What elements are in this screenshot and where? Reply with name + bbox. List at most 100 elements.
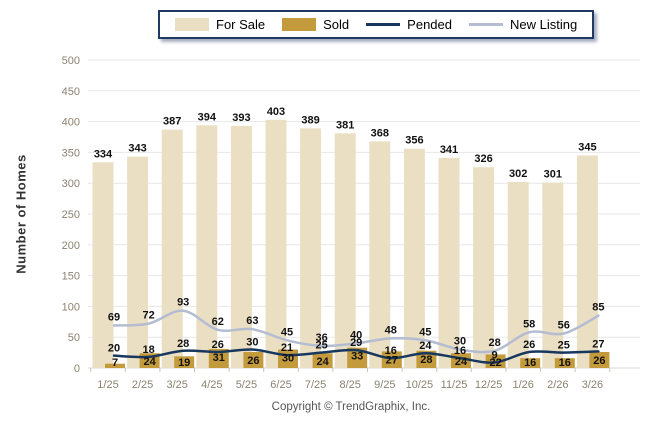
y-tick-label: 0 — [74, 363, 80, 375]
x-tick-label: 1/25 — [97, 379, 118, 391]
label-pended: 27 — [592, 338, 604, 350]
label-pended: 24 — [419, 340, 432, 352]
legend-label: New Listing — [510, 17, 578, 32]
label-sold: 19 — [178, 357, 190, 369]
label-for-sale: 403 — [267, 106, 285, 118]
bar-sold — [381, 351, 402, 368]
label-new-listing: 45 — [281, 326, 293, 338]
label-new-listing: 69 — [108, 311, 120, 323]
bar-sold — [520, 358, 541, 368]
label-new-listing: 36 — [315, 332, 327, 344]
bar-sold — [243, 351, 264, 368]
label-sold: 28 — [420, 354, 432, 366]
bar-sold — [554, 358, 575, 368]
label-for-sale: 343 — [128, 143, 146, 155]
legend-label: Sold — [323, 17, 350, 32]
bar-for-sale — [92, 162, 114, 368]
bar-for-sale — [403, 148, 425, 368]
label-pended: 25 — [315, 340, 327, 352]
line-new-listing — [112, 309, 600, 354]
legend-item-pended: Pended — [366, 17, 452, 32]
bar-sold — [312, 353, 333, 368]
label-sold: 22 — [489, 357, 501, 369]
label-pended: 26 — [523, 339, 535, 351]
x-tick-label: 6/25 — [270, 379, 291, 391]
label-new-listing: 85 — [592, 302, 604, 314]
y-tick-label: 250 — [62, 209, 80, 221]
legend-label: For Sale — [216, 17, 266, 32]
y-tick-label: 300 — [62, 178, 80, 190]
label-new-listing: 58 — [523, 318, 535, 330]
bar-for-sale — [230, 125, 252, 368]
x-tick-label: 1/26 — [512, 379, 533, 391]
label-for-sale: 301 — [544, 169, 562, 181]
bar-for-sale — [161, 129, 183, 368]
bar-for-sale — [334, 133, 356, 368]
label-for-sale: 326 — [474, 153, 492, 165]
bar-for-sale — [127, 156, 149, 368]
label-sold: 7 — [112, 357, 118, 369]
label-sold: 30 — [282, 353, 294, 365]
y-tick-label: 100 — [62, 301, 80, 313]
y-tick-label: 150 — [62, 271, 80, 283]
x-tick-label: 12/25 — [475, 379, 503, 391]
label-sold: 33 — [351, 351, 363, 363]
legend-swatch-box — [282, 18, 317, 31]
label-for-sale: 387 — [163, 116, 181, 128]
x-tick-label: 4/25 — [201, 379, 222, 391]
y-tick-label: 400 — [62, 117, 80, 129]
legend-item-sold: Sold — [282, 17, 349, 32]
y-axis-title: Number of Homes — [13, 154, 29, 274]
label-new-listing: 62 — [212, 316, 224, 328]
label-new-listing: 48 — [385, 324, 397, 336]
bar-sold — [174, 356, 195, 368]
bar-for-sale — [438, 157, 460, 368]
label-pended: 21 — [281, 342, 293, 354]
label-new-listing: 45 — [419, 326, 431, 338]
label-pended: 25 — [558, 340, 570, 352]
legend-label: Pended — [407, 17, 452, 32]
legend-item-new-listing: New Listing — [469, 17, 577, 32]
label-pended: 20 — [108, 343, 120, 355]
label-pended: 28 — [177, 338, 189, 350]
x-tick-label: 2/25 — [132, 379, 153, 391]
chart-legend: For Sale Sold Pended New Listing — [158, 10, 595, 39]
label-sold: 26 — [247, 355, 259, 367]
bar-for-sale — [507, 181, 529, 368]
label-sold: 31 — [213, 352, 225, 364]
label-sold: 27 — [386, 354, 398, 366]
legend-swatch-line — [469, 23, 503, 26]
label-pended: 16 — [454, 345, 466, 357]
y-tick-label: 500 — [62, 55, 80, 67]
x-tick-label: 3/25 — [166, 379, 187, 391]
label-new-listing: 63 — [246, 315, 258, 327]
label-for-sale: 341 — [440, 144, 458, 156]
bar-for-sale — [300, 128, 322, 368]
x-tick-label: 3/26 — [582, 379, 603, 391]
label-for-sale: 356 — [405, 135, 423, 147]
label-pended: 16 — [385, 345, 397, 357]
x-tick-label: 5/25 — [236, 379, 257, 391]
x-tick-label: 2/26 — [547, 379, 568, 391]
label-new-listing: 56 — [558, 320, 570, 332]
line-pended — [112, 348, 600, 364]
bar-sold — [347, 347, 368, 368]
y-tick-label: 450 — [62, 86, 80, 98]
bar-sold — [416, 350, 437, 368]
label-sold: 24 — [316, 356, 329, 368]
x-tick-label: 11/25 — [441, 379, 468, 391]
label-pended: 26 — [212, 339, 224, 351]
bar-sold — [589, 351, 610, 368]
label-for-sale: 393 — [232, 112, 250, 124]
x-tick-label: 10/25 — [406, 379, 434, 391]
x-tick-label: 8/25 — [339, 379, 360, 391]
bar-for-sale — [576, 155, 598, 368]
label-for-sale: 334 — [94, 148, 113, 160]
y-tick-label: 200 — [62, 240, 80, 252]
label-for-sale: 381 — [336, 119, 354, 131]
bar-sold — [105, 363, 125, 368]
label-for-sale: 302 — [509, 168, 527, 180]
bar-for-sale — [473, 167, 495, 368]
